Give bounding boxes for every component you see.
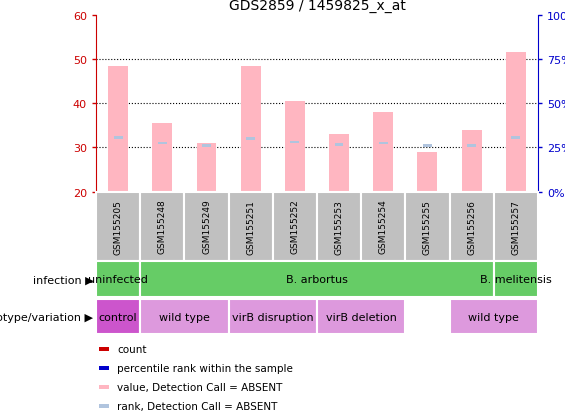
Bar: [140, 299, 229, 335]
Bar: [418, 152, 437, 192]
Text: virB disruption: virB disruption: [232, 312, 314, 322]
Bar: [379, 142, 388, 145]
Bar: [450, 299, 538, 335]
Bar: [334, 144, 344, 147]
Text: GSM155249: GSM155249: [202, 199, 211, 254]
Bar: [197, 144, 216, 192]
Bar: [229, 192, 273, 261]
Text: uninfected: uninfected: [88, 275, 148, 285]
Text: value, Detection Call = ABSENT: value, Detection Call = ABSENT: [117, 382, 282, 392]
Bar: [108, 66, 128, 192]
Bar: [99, 404, 110, 408]
Bar: [290, 141, 299, 144]
Bar: [246, 138, 255, 140]
Text: GSM155254: GSM155254: [379, 199, 388, 254]
Bar: [158, 142, 167, 145]
Title: GDS2859 / 1459825_x_at: GDS2859 / 1459825_x_at: [228, 0, 406, 13]
Text: count: count: [117, 344, 146, 354]
Text: wild type: wild type: [468, 312, 519, 322]
Bar: [494, 262, 538, 297]
Text: rank, Detection Call = ABSENT: rank, Detection Call = ABSENT: [117, 401, 277, 411]
Text: GSM155251: GSM155251: [246, 199, 255, 254]
Bar: [285, 102, 305, 192]
Text: GSM155256: GSM155256: [467, 199, 476, 254]
Bar: [99, 347, 110, 351]
Bar: [114, 137, 123, 140]
Bar: [317, 299, 405, 335]
Bar: [202, 145, 211, 147]
Text: GSM155248: GSM155248: [158, 199, 167, 254]
Text: percentile rank within the sample: percentile rank within the sample: [117, 363, 293, 373]
Bar: [329, 135, 349, 192]
Text: B. melitensis: B. melitensis: [480, 275, 551, 285]
Bar: [423, 145, 432, 147]
Text: control: control: [99, 312, 137, 322]
Bar: [153, 124, 172, 192]
Text: GSM155253: GSM155253: [334, 199, 344, 254]
Bar: [99, 385, 110, 389]
Bar: [99, 366, 110, 370]
Bar: [405, 192, 450, 261]
Bar: [140, 262, 494, 297]
Bar: [273, 192, 317, 261]
Bar: [450, 192, 494, 261]
Bar: [229, 299, 317, 335]
Bar: [317, 192, 361, 261]
Bar: [467, 145, 476, 147]
Text: genotype/variation ▶: genotype/variation ▶: [0, 312, 93, 322]
Bar: [96, 262, 140, 297]
Bar: [462, 131, 481, 192]
Text: virB deletion: virB deletion: [325, 312, 397, 322]
Text: GSM155255: GSM155255: [423, 199, 432, 254]
Text: wild type: wild type: [159, 312, 210, 322]
Text: infection ▶: infection ▶: [33, 275, 93, 285]
Bar: [506, 53, 525, 192]
Text: GSM155205: GSM155205: [114, 199, 123, 254]
Text: GSM155252: GSM155252: [290, 199, 299, 254]
Text: GSM155257: GSM155257: [511, 199, 520, 254]
Bar: [96, 192, 140, 261]
Bar: [184, 192, 229, 261]
Bar: [96, 299, 140, 335]
Bar: [494, 192, 538, 261]
Bar: [361, 192, 405, 261]
Text: B. arbortus: B. arbortus: [286, 275, 348, 285]
Bar: [241, 66, 260, 192]
Bar: [140, 192, 184, 261]
Bar: [373, 113, 393, 192]
Bar: [511, 137, 520, 140]
